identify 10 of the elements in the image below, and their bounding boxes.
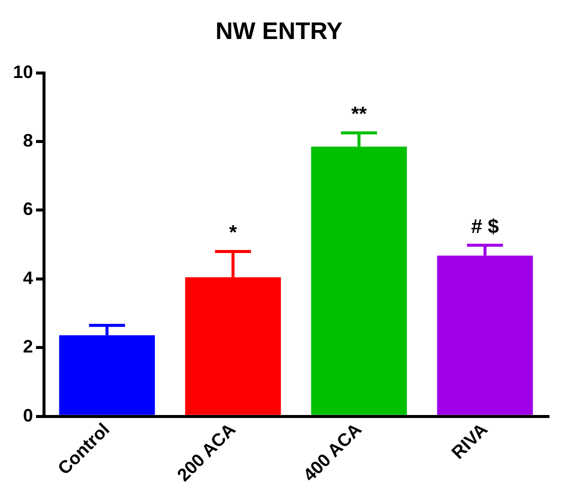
y-tick-label: 4 (23, 268, 34, 288)
y-tick-label: 2 (23, 336, 34, 357)
annotation: ** (351, 103, 367, 126)
chart-title: NW ENTRY (215, 18, 343, 46)
annotation: * (229, 222, 238, 244)
annotation: # $ (471, 216, 499, 238)
y-tick-label: 8 (23, 130, 34, 150)
y-tick-label: 10 (12, 62, 34, 82)
y-tick-label: 0 (23, 405, 34, 426)
y-tick-label: 6 (23, 199, 34, 220)
